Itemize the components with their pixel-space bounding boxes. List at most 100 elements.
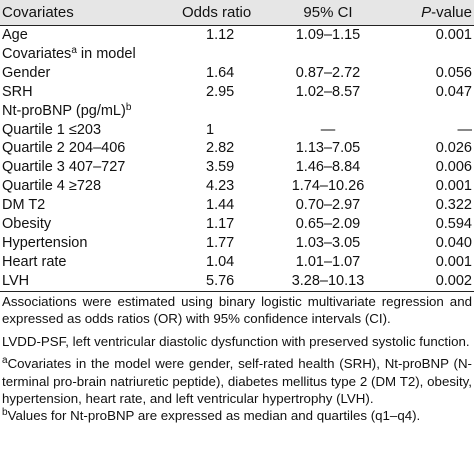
cell-p-value: 0.594 [435, 216, 472, 233]
cell-ci [268, 45, 388, 64]
table-row: DM T2 1.44 0.70–2.97 0.322 [0, 196, 474, 215]
covariate-label: Age [2, 27, 28, 43]
cell-ci: 1.03–3.05 [295, 234, 361, 251]
cell-ci: 1.01–1.07 [295, 253, 361, 270]
cell-p-value [388, 45, 474, 64]
cell-covariate: Age [0, 26, 178, 45]
cell-ci: 1.46–8.84 [295, 159, 361, 176]
note-b-text: Values for Nt-proBNP are expressed as me… [7, 408, 421, 424]
cell-p-value: 0.001 [435, 27, 472, 43]
cell-ci: 1.13–7.05 [295, 140, 361, 157]
cell-ci: 1.02–8.57 [295, 83, 361, 100]
covariate-footnote-mark: b [125, 101, 132, 113]
cell-ci: 0.70–2.97 [295, 197, 361, 214]
cell-p-value: 0.006 [435, 159, 472, 176]
covariate-label: Gender [2, 64, 51, 81]
header-covariates: Covariates [2, 4, 74, 21]
cell-p-value: 0.040 [435, 234, 472, 251]
cell-odds-ratio: 2.95 [206, 83, 235, 100]
cell-covariate: Quartile 1 ≤203 [0, 121, 178, 140]
cell-odds-ratio: 1 [206, 121, 215, 138]
note-associations: Associations were estimated using binary… [2, 294, 472, 327]
header-p-value: P-value [388, 0, 474, 26]
cell-p-value: 0.322 [435, 197, 472, 214]
cell-ci: 1.74–10.26 [291, 178, 365, 195]
note-a-text: Covariates in the model were gender, sel… [2, 356, 472, 407]
table-row: Hypertension 1.77 1.03–3.05 0.040 [0, 234, 474, 253]
cell-covariate: SRH [0, 83, 178, 102]
cell-ci [268, 102, 388, 121]
results-table-container: Covariates Odds ratio 95% CI P-value Age… [0, 0, 474, 292]
cell-odds-ratio: 2.82 [206, 140, 235, 157]
cell-ci: 0.65–2.09 [295, 216, 361, 233]
table-row: Quartile 3 407–727 3.59 1.46–8.84 0.006 [0, 158, 474, 177]
cell-p-value [388, 102, 474, 121]
cell-covariate: Heart rate [0, 253, 178, 272]
note-a: aCovariates in the model were gender, se… [2, 355, 472, 407]
table-row: Gender 1.64 0.87–2.72 0.056 [0, 64, 474, 83]
cell-covariate: Quartile 2 204–406 [0, 139, 178, 158]
cell-ci: — [320, 121, 336, 138]
cell-odds-ratio: 1.04 [206, 253, 235, 270]
cell-covariate: Covariatesa in model [0, 45, 178, 64]
cell-p-value: 0.056 [435, 64, 472, 81]
table-row: Covariatesa in model [0, 45, 474, 64]
cell-covariate: Hypertension [0, 234, 178, 253]
header-p-italic: P [421, 4, 432, 21]
cell-p-value: 0.002 [435, 272, 472, 289]
note-b: bValues for Nt-proBNP are expressed as m… [2, 407, 472, 424]
cell-odds-ratio: 1.44 [206, 197, 235, 214]
cell-covariate: LVH [0, 272, 178, 291]
table-row: Obesity 1.17 0.65–2.09 0.594 [0, 215, 474, 234]
table-footnotes: Associations were estimated using binary… [2, 293, 472, 425]
odds-ratio-table: Covariates Odds ratio 95% CI P-value Age… [0, 0, 474, 292]
cell-covariate: Quartile 4 ≥728 [0, 177, 178, 196]
covariate-label: Covariates [2, 45, 72, 62]
table-row: Nt-proBNP (pg/mL)b [0, 102, 474, 121]
table-row: SRH 2.95 1.02–8.57 0.047 [0, 83, 474, 102]
covariate-label: Hypertension [2, 234, 88, 251]
header-odds-ratio: Odds ratio [182, 4, 252, 21]
cell-odds-ratio: 4.23 [206, 178, 235, 195]
table-row: Quartile 4 ≥728 4.23 1.74–10.26 0.001 [0, 177, 474, 196]
table-row: Heart rate 1.04 1.01–1.07 0.001 [0, 253, 474, 272]
covariate-label: DM T2 [2, 197, 46, 214]
covariate-label: Quartile 2 204–406 [2, 140, 126, 157]
covariate-label-tail: in model [76, 45, 136, 62]
cell-odds-ratio: 1.12 [206, 27, 235, 43]
cell-p-value: 0.001 [435, 178, 472, 195]
covariate-label: Quartile 1 ≤203 [2, 121, 102, 138]
cell-covariate: Obesity [0, 215, 178, 234]
cell-odds-ratio: 5.76 [206, 272, 235, 289]
cell-ci: 0.87–2.72 [295, 64, 361, 81]
cell-odds-ratio [178, 102, 268, 121]
cell-odds-ratio [178, 45, 268, 64]
covariate-label: Obesity [2, 216, 52, 233]
cell-p-value: 0.001 [435, 253, 472, 270]
cell-odds-ratio: 1.77 [206, 234, 235, 251]
header-p-rest: -value [431, 4, 472, 21]
table-header-row: Covariates Odds ratio 95% CI P-value [0, 0, 474, 26]
covariate-label: LVH [2, 272, 30, 289]
table-row: Quartile 2 204–406 2.82 1.13–7.05 0.026 [0, 139, 474, 158]
covariate-label: Quartile 3 407–727 [2, 159, 126, 176]
covariate-label: Heart rate [2, 253, 67, 270]
cell-odds-ratio: 1.17 [206, 216, 235, 233]
cell-odds-ratio: 3.59 [206, 159, 235, 176]
table-row: Quartile 1 ≤203 1 — — [0, 121, 474, 140]
table-row: LVH 5.76 3.28–10.13 0.002 [0, 272, 474, 292]
covariate-label: SRH [2, 83, 33, 100]
table-body: Age 1.12 1.09–1.15 0.001 Covariatesa in mode… [0, 25, 474, 292]
note-abbreviation: LVDD-PSF, left ventricular diastolic dys… [2, 333, 470, 349]
note-a-mark: a [2, 355, 8, 367]
table-row: Age 1.12 1.09–1.15 0.001 [0, 25, 474, 45]
header-ci: 95% CI [303, 4, 353, 21]
covariate-label: Quartile 4 ≥728 [2, 178, 102, 195]
cell-covariate: Gender [0, 64, 178, 83]
covariate-label: Nt-proBNP (pg/mL) [2, 102, 126, 119]
cell-covariate: Nt-proBNP (pg/mL)b [0, 102, 178, 121]
cell-covariate: DM T2 [0, 196, 178, 215]
cell-covariate: Quartile 3 407–727 [0, 158, 178, 177]
cell-ci: 1.09–1.15 [295, 27, 361, 43]
note-b-mark: b [2, 407, 8, 419]
